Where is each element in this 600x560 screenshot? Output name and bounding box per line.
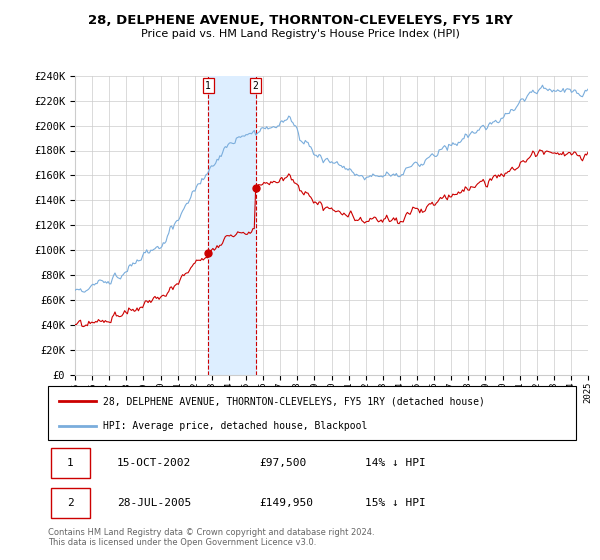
Text: 28-JUL-2005: 28-JUL-2005 (116, 498, 191, 508)
Text: 28, DELPHENE AVENUE, THORNTON-CLEVELEYS, FY5 1RY (detached house): 28, DELPHENE AVENUE, THORNTON-CLEVELEYS,… (103, 396, 485, 407)
Text: 15% ↓ HPI: 15% ↓ HPI (365, 498, 425, 508)
Text: 15-OCT-2002: 15-OCT-2002 (116, 458, 191, 468)
Bar (208, 76, 256, 375)
Text: Price paid vs. HM Land Registry's House Price Index (HPI): Price paid vs. HM Land Registry's House … (140, 29, 460, 39)
Text: 1: 1 (205, 81, 211, 91)
Text: 28, DELPHENE AVENUE, THORNTON-CLEVELEYS, FY5 1RY: 28, DELPHENE AVENUE, THORNTON-CLEVELEYS,… (88, 14, 512, 27)
Text: 14% ↓ HPI: 14% ↓ HPI (365, 458, 425, 468)
Text: 1: 1 (67, 458, 74, 468)
Text: HPI: Average price, detached house, Blackpool: HPI: Average price, detached house, Blac… (103, 421, 368, 431)
Text: £97,500: £97,500 (259, 458, 307, 468)
Text: 2: 2 (67, 498, 74, 508)
Text: 2: 2 (253, 81, 259, 91)
FancyBboxPatch shape (48, 386, 576, 440)
Text: £149,950: £149,950 (259, 498, 313, 508)
FancyBboxPatch shape (50, 488, 90, 518)
Text: Contains HM Land Registry data © Crown copyright and database right 2024.
This d: Contains HM Land Registry data © Crown c… (48, 528, 374, 547)
FancyBboxPatch shape (50, 448, 90, 478)
